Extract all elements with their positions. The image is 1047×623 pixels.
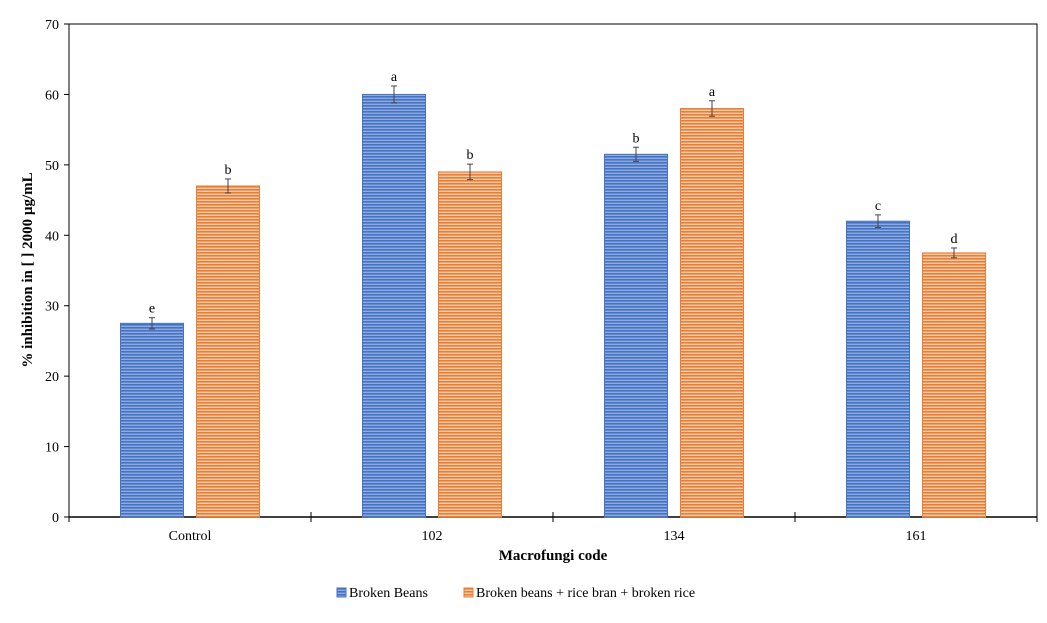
legend-swatch bbox=[336, 587, 347, 598]
significance-letter: b bbox=[633, 131, 640, 146]
y-tick-label: 20 bbox=[45, 370, 59, 385]
significance-letter: c bbox=[875, 199, 881, 214]
bar bbox=[196, 185, 260, 518]
legend-swatch bbox=[463, 587, 474, 598]
x-tick-label: 102 bbox=[422, 529, 443, 544]
y-tick-label: 70 bbox=[45, 18, 59, 33]
y-tick-label: 0 bbox=[52, 511, 59, 526]
y-axis-title: % inhibition in [ ] 2000 µg/mL bbox=[20, 172, 36, 367]
y-tick-label: 60 bbox=[45, 88, 59, 103]
bar bbox=[604, 153, 668, 518]
bar bbox=[120, 322, 184, 518]
x-axis-title: Macrofungi code bbox=[499, 548, 608, 564]
bar bbox=[680, 108, 744, 518]
y-tick-label: 40 bbox=[45, 229, 59, 244]
y-axis: 0 10 20 30 40 50 60 70 bbox=[45, 18, 69, 526]
bar bbox=[362, 93, 426, 518]
y-tick-label: 30 bbox=[45, 300, 59, 315]
y-tick-label: 50 bbox=[45, 159, 59, 174]
legend-label: Broken Beans bbox=[349, 586, 428, 601]
legend-label: Broken beans + rice bran + broken rice bbox=[476, 586, 695, 601]
bar bbox=[922, 252, 986, 518]
y-tick-label: 10 bbox=[45, 441, 59, 456]
significance-letter: b bbox=[225, 163, 232, 178]
x-tick-label: 161 bbox=[906, 529, 927, 544]
significance-letter: e bbox=[149, 302, 155, 317]
x-tick-label: Control bbox=[169, 529, 212, 544]
bar bbox=[846, 220, 910, 518]
bars: e a b c b b a d bbox=[120, 70, 986, 518]
x-tick-label: 134 bbox=[664, 529, 685, 544]
significance-letter: a bbox=[709, 85, 716, 100]
legend: Broken Beans Broken beans + rice bran + b… bbox=[336, 586, 695, 601]
significance-letter: d bbox=[951, 232, 958, 247]
significance-letter: b bbox=[467, 148, 474, 163]
significance-letter: a bbox=[391, 70, 398, 85]
bar bbox=[438, 171, 502, 518]
